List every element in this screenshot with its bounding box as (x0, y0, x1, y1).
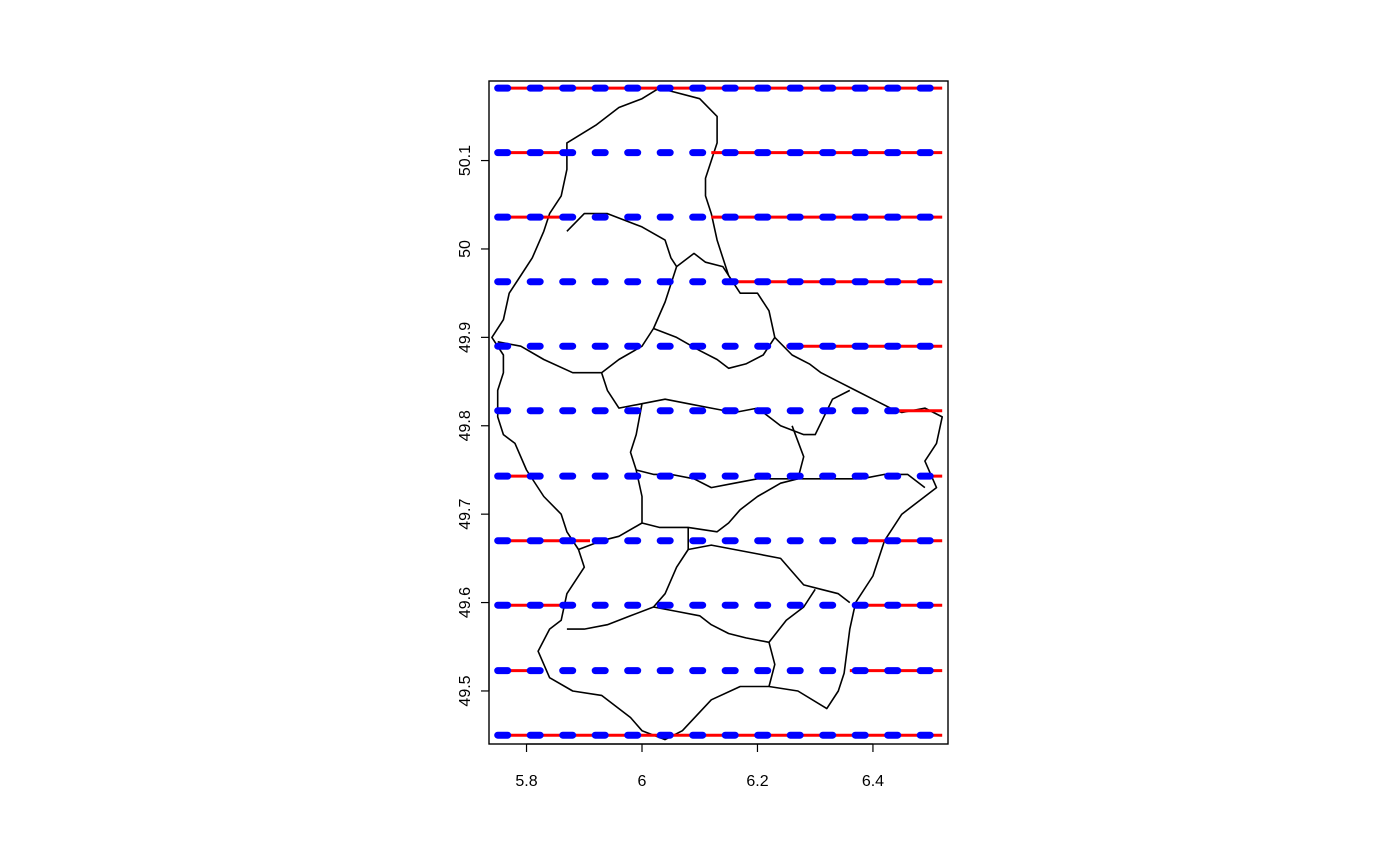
series-dashed (494, 84, 946, 739)
district-border-1 (497, 252, 730, 374)
y-tick-label-5: 49.9 (457, 322, 474, 353)
x-tick-label-4: 6.4 (862, 773, 884, 790)
y-tick-label-7: 50.1 (457, 145, 474, 176)
x-tick-label-1: 5.8 (515, 773, 537, 790)
x-axis: 5.8 6 6.2 6.4 (515, 743, 884, 790)
district-border-11 (653, 606, 776, 687)
country-outline (491, 87, 944, 741)
y-tick-label-1: 49.5 (457, 675, 474, 706)
y-axis: 49.5 49.6 49.7 49.8 49.9 50 50.1 (457, 145, 490, 707)
district-border-10 (688, 544, 851, 604)
district-border-3 (653, 327, 776, 370)
x-tick-label-2: 6 (638, 773, 647, 790)
district-border-8 (578, 522, 643, 551)
map-layer (491, 87, 944, 741)
y-tick-label-4: 49.8 (457, 410, 474, 441)
district-border-5 (629, 403, 805, 489)
y-tick-label-2: 49.6 (457, 587, 474, 618)
district-border-12 (768, 588, 816, 643)
x-tick-label-3: 6.2 (746, 773, 768, 790)
district-border-4 (600, 372, 851, 436)
y-tick-label-6: 50 (457, 240, 474, 258)
district-border-6 (635, 469, 799, 533)
y-tick-label-3: 49.7 (457, 499, 474, 530)
series-layer (494, 84, 946, 739)
district-border-2 (566, 212, 678, 268)
plot-frame (488, 80, 949, 745)
